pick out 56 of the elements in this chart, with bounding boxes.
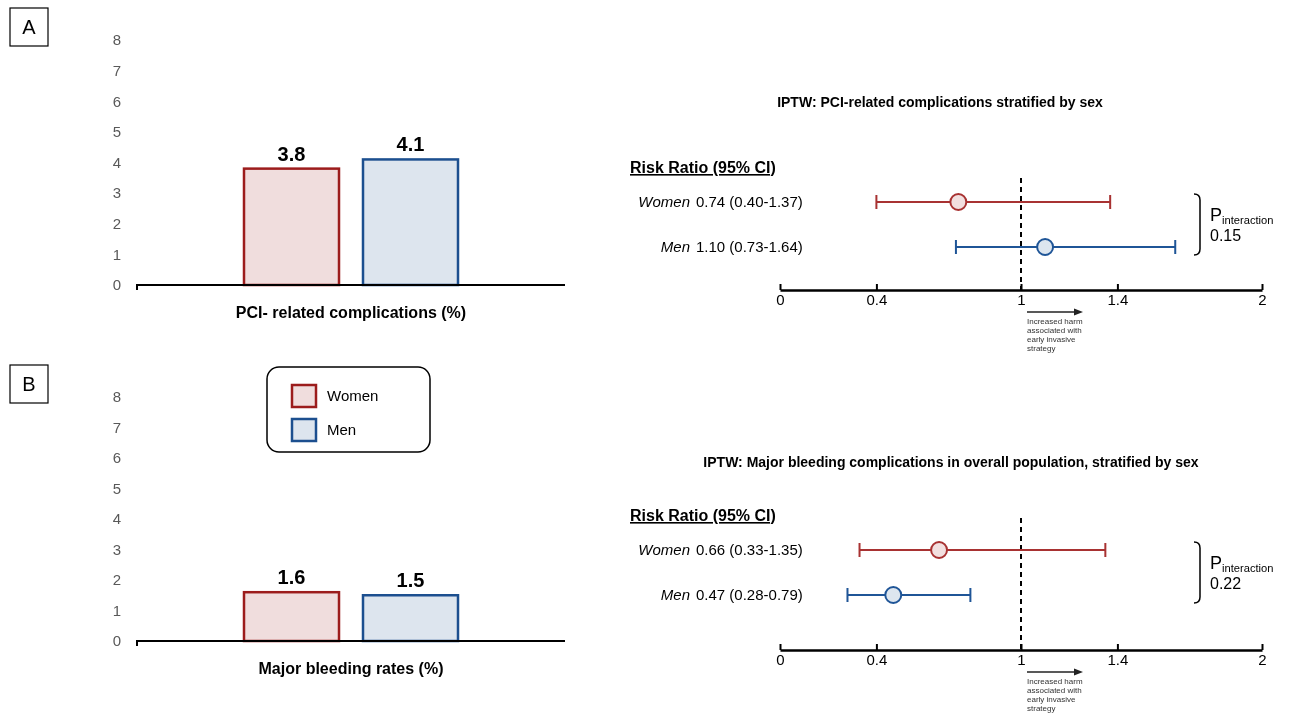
y-tick-label: Women	[638, 541, 690, 558]
data-label: 4.1	[396, 133, 425, 156]
y-tick-label: 6	[112, 449, 121, 467]
x-tick-label: 1	[1017, 650, 1026, 668]
data-label: 0.74 (0.40-1.37)	[696, 193, 803, 210]
y-tick-label: 5	[112, 123, 121, 141]
legend-label: Women	[327, 387, 379, 404]
y-tick-label: 8	[112, 31, 121, 49]
annotation: 0.22	[1210, 574, 1242, 592]
x-tick-label: 0	[776, 290, 785, 308]
x-axis-title: PCI- related complications (%)	[235, 304, 467, 321]
y-tick-label: 0	[112, 632, 121, 650]
x-tick-label: 2	[1258, 290, 1267, 308]
y-tick-label: 1	[112, 601, 121, 619]
y-tick-label: 2	[112, 215, 121, 233]
annotation: P$_{interaction}$	[1210, 552, 1274, 574]
y-axis-title: Risk Ratio (95% CI)	[630, 159, 776, 176]
y-tick-label: 3	[112, 184, 121, 202]
text: Increased harm associated with early invasive strategy	[1027, 317, 1083, 353]
x-tick-label: 0	[776, 650, 785, 668]
x-tick-label: 1.4	[1107, 290, 1129, 308]
annotation: P$_{interaction}$	[1210, 204, 1274, 226]
annotation: 0.15	[1210, 226, 1242, 244]
data-label: 1.6	[277, 566, 306, 589]
chart-title: IPTW: PCI-related complications stratified by sex	[777, 94, 1104, 110]
data-label: 1.5	[396, 569, 425, 592]
text: B	[22, 373, 36, 395]
x-axis-title: Major bleeding rates (%)	[258, 660, 444, 677]
data-label: 0.47 (0.28-0.79)	[696, 586, 803, 603]
x-tick-label: 0.4	[866, 650, 888, 668]
x-tick-label: 0.4	[866, 290, 888, 308]
data-label: 3.8	[277, 142, 306, 165]
y-tick-label: 5	[112, 479, 121, 497]
data-label: 0.66 (0.33-1.35)	[696, 541, 803, 558]
y-tick-label: 4	[112, 510, 121, 528]
y-tick-label: 7	[112, 61, 121, 79]
y-tick-label: 1	[112, 245, 121, 263]
y-axis-title: Risk Ratio (95% CI)	[630, 507, 776, 524]
chart-title: IPTW: Major bleeding complications in overall population, stratified by sex	[703, 454, 1199, 470]
y-tick-label: 3	[112, 540, 121, 558]
x-tick-label: 2	[1258, 650, 1267, 668]
y-tick-label: 2	[112, 571, 121, 589]
x-tick-label: 1	[1017, 290, 1026, 308]
legend-label: Men	[327, 421, 357, 438]
y-tick-label: 4	[112, 153, 121, 171]
text: Increased harm associated with early invasive strategy	[1027, 677, 1083, 713]
y-tick-label: 0	[112, 276, 121, 294]
x-tick-label: 1.4	[1107, 650, 1129, 668]
data-label: 1.10 (0.73-1.64)	[696, 238, 803, 255]
y-tick-label: 8	[112, 388, 121, 406]
y-tick-label: Men	[660, 586, 690, 603]
y-tick-label: 6	[112, 92, 121, 110]
y-tick-label: Men	[660, 238, 690, 255]
text: A	[22, 16, 37, 38]
y-tick-label: Women	[638, 193, 690, 210]
y-tick-label: 7	[112, 418, 121, 436]
